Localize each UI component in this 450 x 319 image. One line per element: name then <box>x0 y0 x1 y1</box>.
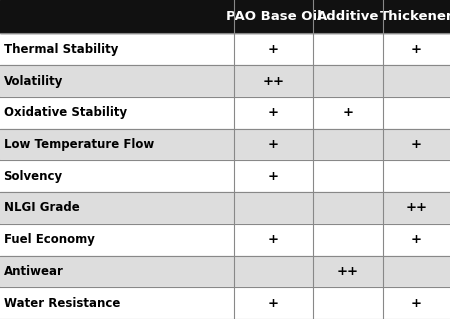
Text: +: + <box>411 138 422 151</box>
Text: Solvency: Solvency <box>4 170 63 183</box>
Bar <box>0 192 450 224</box>
Text: Water Resistance: Water Resistance <box>4 297 120 310</box>
Text: +: + <box>268 106 279 119</box>
Text: +: + <box>411 43 422 56</box>
Text: +: + <box>411 233 422 246</box>
Text: ++: ++ <box>405 202 427 214</box>
Text: NLGI Grade: NLGI Grade <box>4 202 79 214</box>
Bar <box>0 287 450 319</box>
Text: +: + <box>268 43 279 56</box>
Text: Fuel Economy: Fuel Economy <box>4 233 94 246</box>
Text: +: + <box>268 233 279 246</box>
Text: Thickener: Thickener <box>379 10 450 23</box>
Text: Thermal Stability: Thermal Stability <box>4 43 118 56</box>
Bar <box>0 33 450 65</box>
Text: +: + <box>268 138 279 151</box>
Text: Volatility: Volatility <box>4 75 63 88</box>
Text: +: + <box>268 297 279 310</box>
Text: ++: ++ <box>337 265 359 278</box>
Text: +: + <box>411 297 422 310</box>
Bar <box>0 160 450 192</box>
Text: +: + <box>268 170 279 183</box>
Bar <box>0 256 450 287</box>
Bar <box>0 65 450 97</box>
Bar <box>0 97 450 129</box>
Text: Oxidative Stability: Oxidative Stability <box>4 106 127 119</box>
Bar <box>0 129 450 160</box>
Text: Additive: Additive <box>316 10 379 23</box>
Text: +: + <box>342 106 353 119</box>
Text: Low Temperature Flow: Low Temperature Flow <box>4 138 154 151</box>
Bar <box>0 224 450 256</box>
Text: ++: ++ <box>262 75 284 88</box>
Bar <box>0 0 450 33</box>
Text: PAO Base Oil: PAO Base Oil <box>225 10 321 23</box>
Text: Antiwear: Antiwear <box>4 265 63 278</box>
